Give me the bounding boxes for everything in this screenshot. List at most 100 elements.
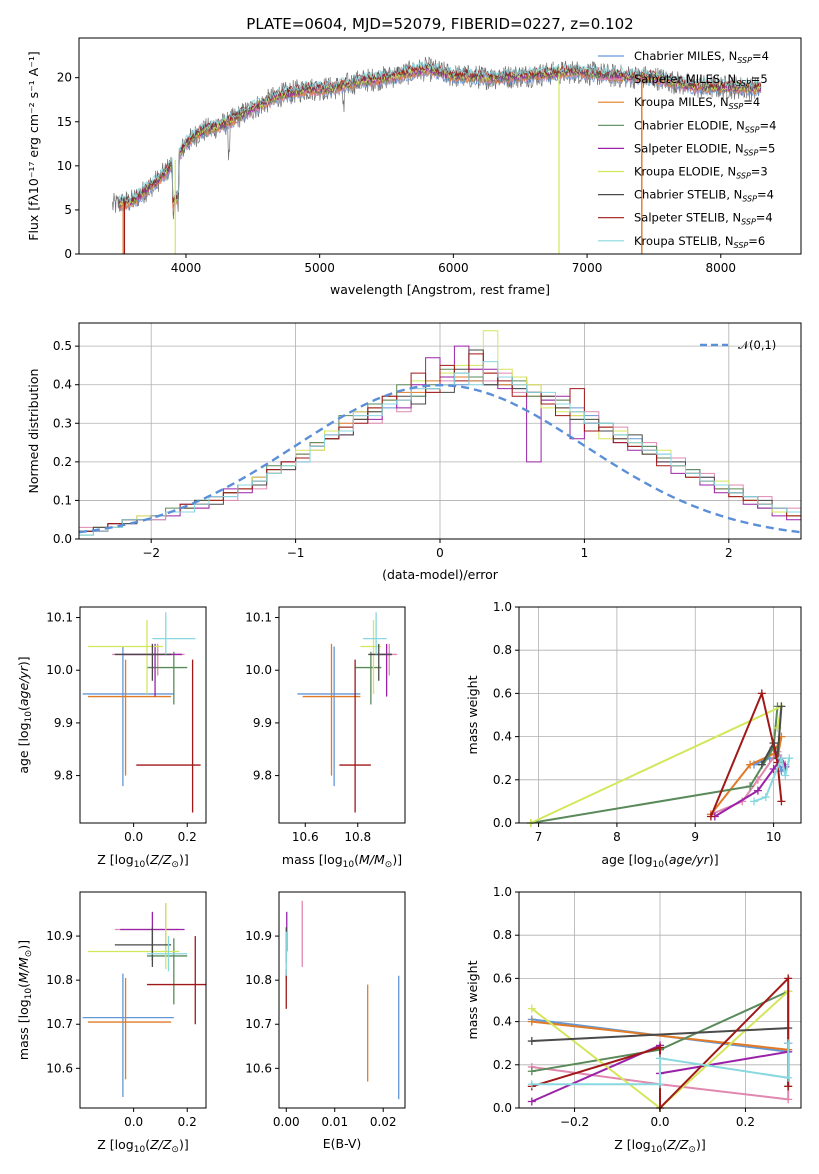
errorbar-point bbox=[147, 938, 188, 1005]
weight-marker bbox=[656, 1054, 664, 1063]
x-tick-label: 10.8 bbox=[344, 830, 371, 844]
mass-vs-z-plot-area bbox=[82, 903, 206, 1097]
weight-marker bbox=[761, 793, 770, 802]
legend-ssp-count: =4 bbox=[760, 118, 777, 132]
y-tick-label: 0.0 bbox=[493, 816, 512, 830]
mass-vs-z-xlabel: Z [log10(Z/Z⊙)] bbox=[97, 1137, 188, 1155]
residual-xlabel: (data-model)/error bbox=[382, 567, 499, 582]
legend-ssp-subscript: SSP bbox=[734, 241, 749, 250]
weight-marker bbox=[784, 1039, 793, 1048]
x-tick-label: 4000 bbox=[171, 261, 202, 275]
age-vs-z-ticks: 0.0 0.2 9.8 9.9 10.0 10.1 bbox=[46, 611, 196, 844]
legend-ssp-count: =6 bbox=[748, 234, 765, 248]
age-vs-mass-panel: 10.6 10.8 9.8 9.9 10.0 10.1 mass [log10(M/M⊙)… bbox=[245, 606, 406, 870]
weight-marker bbox=[757, 689, 766, 698]
residual-legend: 𝒩(0,1) bbox=[700, 338, 776, 352]
errorbar-point bbox=[114, 643, 172, 681]
mass-vs-z-ylabel: mass [log10(M/M⊙)] bbox=[16, 940, 34, 1060]
age-vs-mass-ticks: 10.6 10.8 9.8 9.9 10.0 10.1 bbox=[245, 611, 371, 844]
weight-marker bbox=[750, 797, 758, 806]
y-tick-label: 0.0 bbox=[493, 1101, 512, 1115]
y-tick-label: 5 bbox=[64, 203, 72, 217]
legend-ssp-count: =5 bbox=[758, 141, 775, 155]
weight-marker bbox=[746, 782, 755, 791]
model-spectrum bbox=[118, 65, 762, 208]
x-tick-label: 0.02 bbox=[370, 1115, 397, 1129]
x-tick-label: 7 bbox=[535, 830, 543, 844]
weight-series bbox=[750, 754, 794, 806]
x-tick-label: −0.2 bbox=[560, 1115, 589, 1129]
weight-marker bbox=[656, 1043, 664, 1052]
weight-marker bbox=[777, 702, 786, 711]
weight-line bbox=[531, 1027, 789, 1042]
x-tick-label: 0.2 bbox=[178, 830, 197, 844]
weight-marker bbox=[527, 1037, 536, 1046]
residual-plot-area bbox=[79, 323, 801, 539]
y-tick-label: 0 bbox=[64, 247, 72, 261]
errorbar-point bbox=[147, 936, 206, 1025]
weight-marker bbox=[777, 754, 786, 763]
errorbar-point bbox=[152, 612, 196, 655]
x-tick-label: 0 bbox=[436, 546, 444, 560]
errorbar-point bbox=[297, 646, 361, 787]
legend-label: Kroupa STELIB, NSSP=6 bbox=[634, 234, 765, 250]
legend-label: Salpeter MILES, NSSP=5 bbox=[634, 72, 768, 88]
x-tick-label: 0.01 bbox=[321, 1115, 348, 1129]
x-tick-label: 10.6 bbox=[292, 830, 319, 844]
spectrum-ticks: 4000 5000 6000 7000 8000 0 5 10 15 20 bbox=[57, 71, 736, 275]
weight-line bbox=[531, 1020, 789, 1051]
y-tick-label: 20 bbox=[57, 71, 72, 85]
y-tick-label: 10.0 bbox=[46, 663, 73, 677]
y-tick-label: 0.4 bbox=[493, 730, 512, 744]
x-tick-label: 6000 bbox=[438, 261, 469, 275]
x-tick-label: −2 bbox=[142, 546, 160, 560]
age-vs-mass-xlabel: mass [log10(M/M⊙)] bbox=[282, 852, 402, 870]
legend-series-name: Kroupa STELIB, N bbox=[634, 234, 734, 248]
legend-series-name: Salpeter MILES, N bbox=[634, 72, 736, 86]
y-tick-label: 0.3 bbox=[53, 416, 72, 430]
age-vs-mass-plot-area bbox=[297, 612, 398, 813]
y-tick-label: 0.4 bbox=[53, 378, 72, 392]
y-tick-label: 0.8 bbox=[493, 928, 512, 942]
y-tick-label: 10.8 bbox=[245, 973, 272, 987]
legend-ssp-count: =4 bbox=[743, 95, 760, 109]
age-vs-z-xlabel: Z [log10(Z/Z⊙)] bbox=[97, 852, 188, 870]
legend-label: Kroupa MILES, NSSP=4 bbox=[634, 95, 760, 111]
weight-marker bbox=[757, 760, 766, 769]
x-tick-label: 9 bbox=[691, 830, 699, 844]
errorbar-point bbox=[339, 659, 371, 813]
legend-ssp-count: =4 bbox=[752, 49, 769, 63]
weight-line bbox=[709, 690, 783, 817]
y-tick-label: 10 bbox=[57, 159, 72, 173]
errorbar-point bbox=[147, 651, 188, 705]
errorbar-point bbox=[82, 646, 174, 787]
x-tick-label: −1 bbox=[287, 546, 305, 560]
weight-marker bbox=[784, 1082, 793, 1091]
legend-ssp-subscript: SSP bbox=[742, 195, 757, 204]
spectrum-plot-area bbox=[112, 56, 762, 254]
legend-series-name: Salpeter ELODIE, N bbox=[634, 141, 744, 155]
y-tick-label: 10.1 bbox=[245, 611, 272, 625]
y-tick-label: 0.5 bbox=[53, 339, 72, 353]
age-vs-z-ylabel: age [log10(age/yr)] bbox=[16, 656, 34, 773]
y-tick-label: 0.1 bbox=[53, 493, 72, 507]
y-tick-label: 0.2 bbox=[493, 1058, 512, 1072]
legend-label: Salpeter STELIB, NSSP=4 bbox=[634, 211, 773, 227]
normal-legend-label: 𝒩(0,1) bbox=[738, 338, 776, 352]
residual-ticks: −2 −1 0 1 2 0.0 0.1 0.2 0.3 0.4 0.5 bbox=[53, 339, 733, 560]
weight-series bbox=[527, 1039, 793, 1089]
errorbar-point bbox=[88, 903, 180, 970]
weight-marker bbox=[777, 797, 786, 806]
mass-vs-z-panel: 0.0 0.2 10.6 10.7 10.8 10.9 Z [log10(Z/Z⊙)] m… bbox=[16, 891, 207, 1155]
weight-vs-z-ticks: −0.2 0.0 0.2 0.0 0.2 0.4 0.6 0.8 1.0 bbox=[493, 885, 755, 1129]
y-tick-label: 9.8 bbox=[253, 769, 272, 783]
legend-ssp-subscript: SSP bbox=[741, 218, 756, 227]
x-tick-label: 7000 bbox=[572, 261, 603, 275]
x-tick-label: 5000 bbox=[304, 261, 335, 275]
x-tick-label: 0.0 bbox=[650, 1115, 669, 1129]
weight-marker bbox=[784, 1095, 793, 1104]
legend-ssp-subscript: SSP bbox=[745, 125, 760, 134]
errorbar-point bbox=[88, 620, 164, 694]
